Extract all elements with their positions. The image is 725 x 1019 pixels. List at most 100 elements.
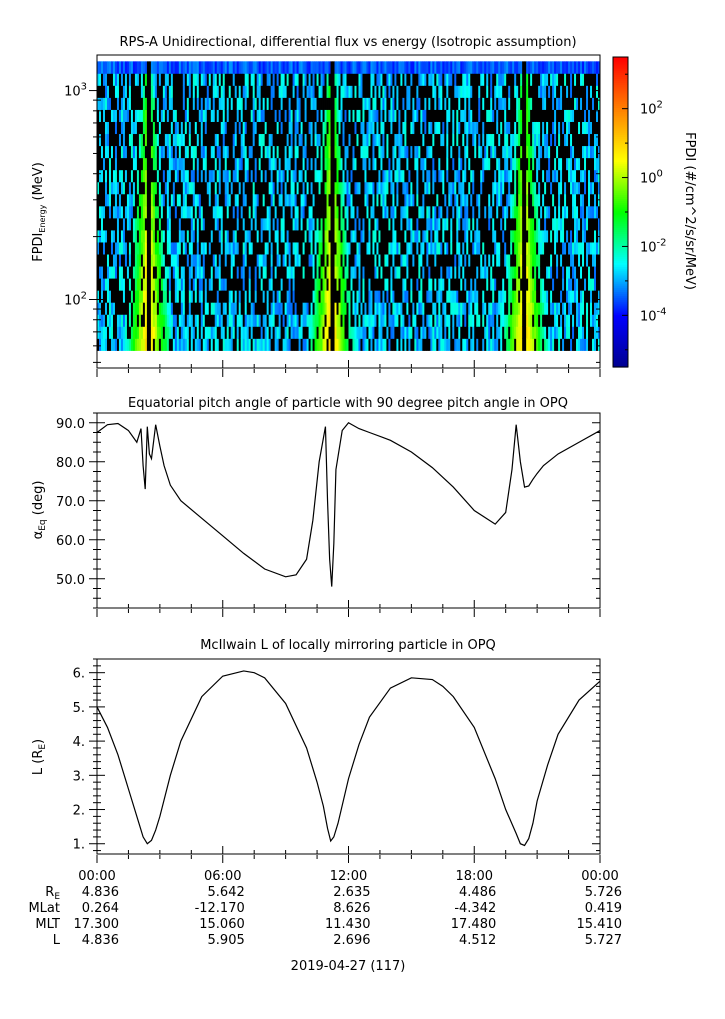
spectrogram-cell: [218, 290, 222, 303]
spectrogram-cell: [320, 109, 323, 122]
spectrogram-cell: [406, 217, 409, 231]
spectrogram-cell: [252, 85, 256, 98]
spectrogram-cell: [142, 61, 146, 74]
spectrogram-cell: [378, 338, 381, 351]
spectrogram-cell: [288, 181, 292, 195]
spectrogram-cell: [128, 73, 132, 86]
spectrogram-cell: [182, 133, 186, 147]
spectrogram-cell: [358, 217, 361, 231]
spectrogram-cell: [460, 338, 463, 351]
spectrogram-cell: [320, 278, 323, 291]
spectrogram-cell: [262, 254, 266, 267]
spectrogram-cell: [128, 326, 132, 339]
spectrogram-cell: [200, 230, 204, 243]
spectrogram-cell: [382, 73, 385, 86]
spectrogram-cell: [100, 278, 104, 291]
spectrogram-cell: [436, 193, 439, 207]
spectrogram-cell: [154, 230, 158, 243]
spectrogram-cell: [244, 314, 248, 327]
spectrogram-cell: [264, 133, 268, 147]
spectrogram-cell: [204, 205, 208, 219]
spectrogram-cell: [274, 205, 278, 219]
spectrogram-cell: [250, 145, 254, 159]
spectrogram-cell: [458, 242, 461, 255]
spectrogram-cell: [144, 169, 148, 183]
spectrogram-cell: [186, 326, 190, 339]
spectrogram-cell: [318, 97, 321, 110]
spectrogram-cell: [370, 73, 373, 86]
spectrogram-cell: [344, 169, 347, 183]
spectrogram-cell: [436, 314, 439, 327]
spectrogram-cell: [358, 302, 361, 315]
spectrogram-cell: [424, 217, 427, 231]
spectrogram-cell: [488, 97, 491, 110]
spectrogram-cell: [378, 193, 381, 207]
spectrogram-cell: [314, 193, 317, 207]
spectrogram-cell: [168, 61, 172, 74]
spectrogram-cell: [360, 121, 363, 135]
spectrogram-cell: [192, 278, 196, 291]
spectrogram-cell: [196, 121, 200, 135]
spectrogram-cell: [374, 97, 377, 110]
spectrogram-cell: [358, 133, 361, 147]
spectrogram-cell: [236, 266, 240, 279]
spectrogram-cell: [348, 121, 351, 135]
spectrogram-cell: [312, 230, 315, 243]
spectrogram-cell: [394, 217, 397, 231]
spectrogram-cell: [336, 157, 339, 171]
spectrogram-cell: [440, 217, 443, 231]
spectrogram-cell: [274, 326, 278, 339]
spectrogram-cell: [198, 302, 202, 315]
spectrogram-cell: [406, 242, 409, 255]
spectrogram-cell: [472, 338, 475, 351]
spectrogram-cell: [108, 121, 112, 135]
spectrogram-cell: [382, 242, 385, 255]
spectrogram-cell: [266, 181, 270, 195]
spectrogram-cell: [206, 326, 210, 339]
spectrogram-cell: [236, 242, 240, 255]
spectrogram-cell: [464, 230, 467, 243]
spectrogram-cell: [146, 109, 150, 122]
spectrogram-cell: [378, 326, 381, 339]
spectrogram-cell: [340, 85, 343, 98]
spectrogram-cell: [412, 290, 415, 303]
spectrogram-cell: [442, 97, 445, 110]
spectrogram-cell: [470, 85, 473, 98]
spectrogram-cell: [354, 290, 357, 303]
spectrogram-cell: [242, 302, 246, 315]
spectrogram-cell: [432, 97, 435, 110]
spectrogram-cell: [288, 157, 292, 171]
spectrogram-cell: [496, 314, 499, 327]
spectrogram-cell: [110, 266, 114, 279]
spectrogram-cell: [332, 97, 335, 110]
spectrogram-cell: [504, 302, 507, 315]
spectrogram-cell: [254, 338, 258, 351]
spectrogram-cell: [318, 205, 321, 219]
spectrogram-cell: [412, 338, 415, 351]
spectrogram-cell: [500, 157, 503, 171]
spectrogram-cell: [266, 97, 270, 110]
spectrogram-cell: [368, 157, 371, 171]
spectrogram-cell: [352, 205, 355, 219]
spectrogram-cell: [226, 278, 230, 291]
spectrogram-cell: [268, 109, 272, 122]
spectrogram-cell: [116, 326, 120, 339]
spectrogram-cell: [210, 109, 214, 122]
spectrogram-cell: [454, 85, 457, 98]
spectrogram-cell: [488, 278, 491, 291]
spectrogram-cell: [484, 145, 487, 159]
spectrogram-cell: [224, 217, 228, 231]
spectrogram-cell: [486, 97, 489, 110]
spectrogram-cell: [486, 314, 489, 327]
spectrogram-cell: [224, 205, 228, 219]
spectrogram-cell: [216, 109, 220, 122]
spectrogram-cell: [496, 230, 499, 243]
spectrogram-cell: [500, 338, 503, 351]
spectrogram-cell: [304, 254, 307, 267]
spectrogram-cell: [112, 230, 116, 243]
spectrogram-cell: [282, 278, 286, 291]
spectrogram-cell: [312, 181, 315, 195]
spectrogram-cell: [234, 73, 238, 86]
spectrogram-cell: [298, 157, 301, 171]
spectrogram-cell: [252, 326, 256, 339]
